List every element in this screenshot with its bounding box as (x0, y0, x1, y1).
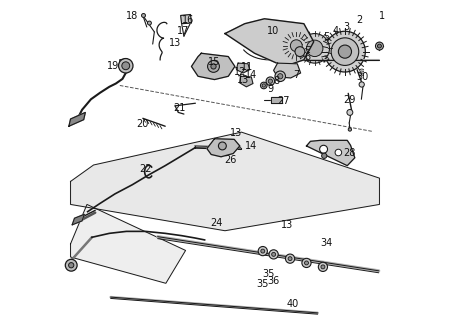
Circle shape (302, 258, 311, 268)
Circle shape (266, 77, 274, 85)
Text: 6: 6 (305, 51, 311, 62)
Text: 9: 9 (267, 84, 274, 94)
Text: 3: 3 (343, 22, 350, 32)
Circle shape (359, 82, 364, 87)
Circle shape (290, 40, 302, 51)
Circle shape (347, 110, 353, 115)
Circle shape (278, 74, 283, 79)
Text: 40: 40 (286, 299, 298, 309)
Circle shape (142, 14, 145, 17)
Text: 34: 34 (320, 238, 333, 248)
Circle shape (272, 252, 275, 256)
Circle shape (65, 259, 77, 271)
Circle shape (306, 40, 323, 56)
Text: 36: 36 (267, 276, 280, 286)
Text: 30: 30 (356, 72, 369, 82)
Text: 14: 14 (244, 141, 257, 151)
Text: 19: 19 (107, 61, 119, 71)
Circle shape (218, 142, 226, 150)
Circle shape (320, 145, 328, 153)
Text: 17: 17 (177, 26, 189, 36)
Circle shape (300, 34, 329, 63)
Text: 8: 8 (274, 76, 280, 85)
Circle shape (324, 31, 365, 72)
Text: 16: 16 (182, 15, 194, 25)
Polygon shape (207, 139, 240, 157)
Polygon shape (71, 132, 379, 231)
Text: 14: 14 (245, 70, 257, 80)
Polygon shape (71, 204, 185, 283)
Circle shape (268, 79, 273, 83)
Text: 4: 4 (333, 26, 339, 36)
Polygon shape (306, 140, 355, 166)
Text: 35: 35 (256, 279, 269, 289)
Circle shape (262, 84, 265, 87)
Circle shape (122, 62, 130, 70)
Polygon shape (225, 19, 314, 66)
Text: 13: 13 (281, 220, 293, 230)
Circle shape (211, 64, 216, 69)
Text: 35: 35 (262, 269, 274, 279)
Circle shape (378, 44, 382, 48)
Text: 21: 21 (173, 104, 186, 114)
Text: 12: 12 (234, 67, 246, 77)
Polygon shape (180, 15, 192, 24)
Circle shape (258, 247, 267, 256)
Circle shape (375, 42, 383, 50)
Polygon shape (237, 63, 250, 73)
Text: 13: 13 (169, 38, 181, 49)
Circle shape (295, 47, 305, 56)
Text: 10: 10 (266, 26, 279, 36)
Circle shape (261, 249, 265, 253)
Text: 24: 24 (211, 218, 223, 228)
Text: 18: 18 (126, 12, 139, 21)
Polygon shape (240, 76, 253, 87)
Text: 13: 13 (230, 128, 243, 138)
Circle shape (335, 149, 342, 156)
Text: 29: 29 (343, 95, 356, 105)
Polygon shape (69, 113, 86, 126)
Text: 28: 28 (343, 148, 356, 157)
Circle shape (269, 250, 278, 259)
Text: 26: 26 (225, 155, 237, 165)
Circle shape (348, 128, 351, 131)
Text: 1: 1 (379, 12, 385, 21)
Text: 7: 7 (293, 70, 300, 80)
Polygon shape (274, 63, 301, 78)
Text: 5: 5 (323, 32, 329, 43)
Circle shape (322, 153, 327, 158)
Polygon shape (72, 214, 84, 225)
Circle shape (285, 34, 308, 57)
Circle shape (288, 257, 292, 261)
Polygon shape (192, 53, 235, 80)
Circle shape (148, 21, 151, 25)
Text: 27: 27 (277, 96, 290, 106)
Circle shape (261, 82, 267, 89)
Circle shape (338, 45, 351, 58)
Text: 20: 20 (136, 119, 149, 129)
Text: 11: 11 (241, 62, 253, 72)
Circle shape (305, 261, 308, 265)
Text: 13: 13 (237, 75, 249, 84)
Text: 15: 15 (208, 57, 220, 67)
Circle shape (68, 263, 74, 268)
Circle shape (331, 38, 359, 65)
Circle shape (275, 71, 285, 82)
Polygon shape (271, 97, 282, 103)
Circle shape (118, 58, 133, 73)
Circle shape (321, 265, 325, 269)
Text: 22: 22 (139, 164, 152, 174)
Circle shape (207, 60, 220, 72)
Circle shape (285, 254, 295, 263)
Text: 2: 2 (356, 16, 363, 25)
Circle shape (318, 262, 328, 272)
